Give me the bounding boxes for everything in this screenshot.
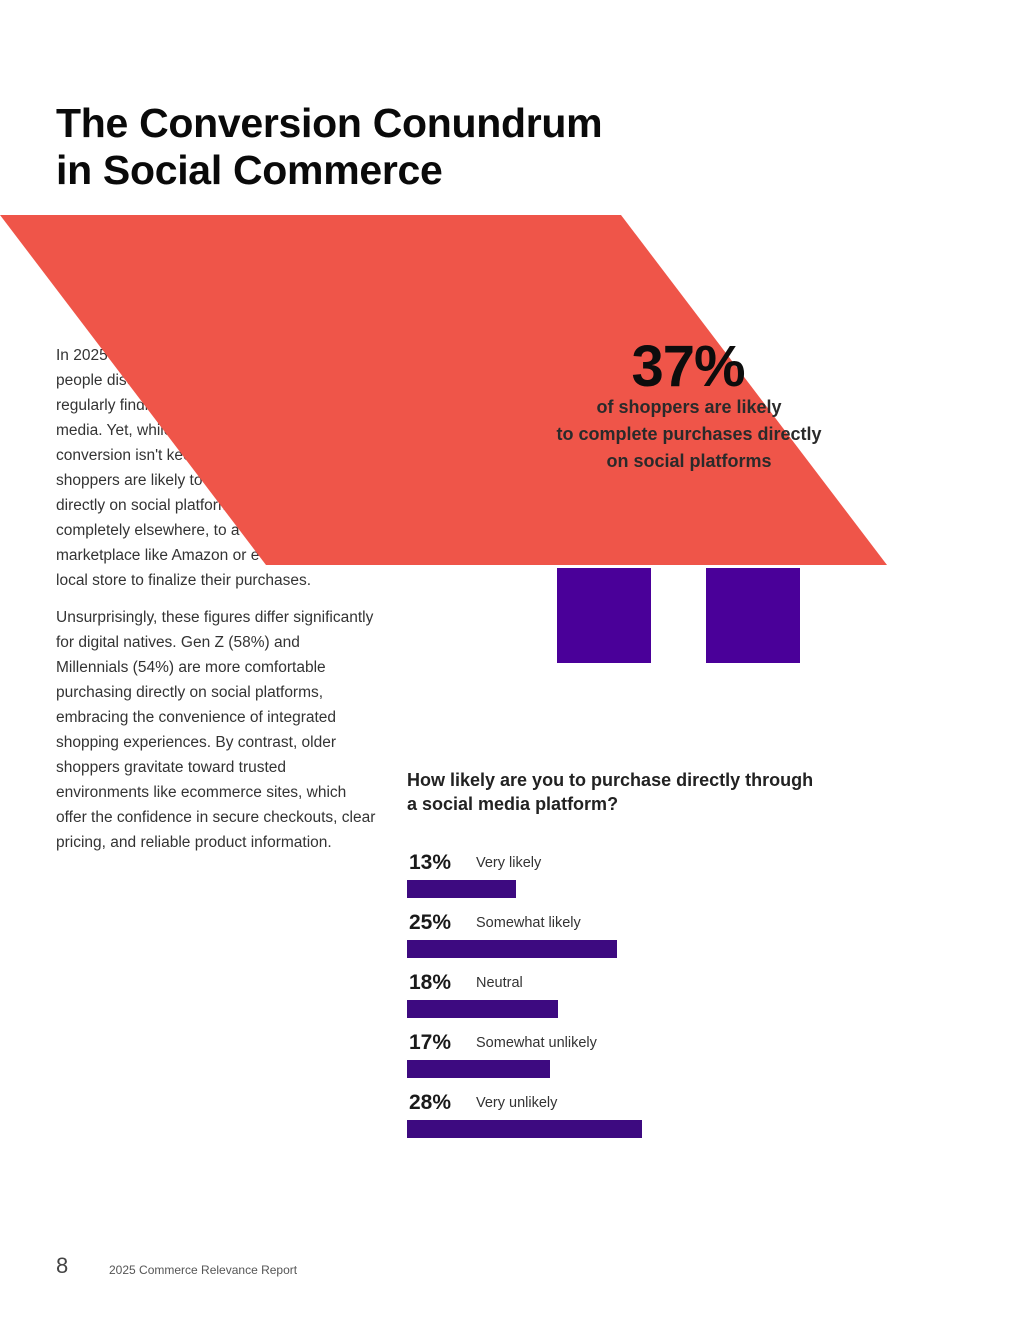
bar-row: 17% Somewhat unlikely <box>407 1029 807 1089</box>
banner-parallelogram <box>0 215 887 565</box>
bar-category-label: Somewhat likely <box>476 915 581 931</box>
decorative-block-left <box>557 568 651 663</box>
bar-value-label: 18% <box>409 971 452 994</box>
highlight-stat-caption: of shoppers are likely to complete purch… <box>530 394 848 475</box>
bar <box>407 880 516 898</box>
footer-report-title: 2025 Commerce Relevance Report <box>109 1263 298 1277</box>
bar-category-label: Somewhat unlikely <box>476 1035 597 1051</box>
bar <box>407 1060 550 1078</box>
title-line-1: The Conversion Conundrum <box>56 100 603 146</box>
bar-value-label: 28% <box>409 1091 452 1114</box>
bar-row: 18% Neutral <box>407 969 807 1029</box>
decorative-block-right <box>706 568 800 663</box>
bar <box>407 1120 642 1138</box>
bar-row: 28% Very unlikely <box>407 1089 807 1149</box>
highlight-caption-line-1: of shoppers are likely <box>596 397 782 417</box>
bar <box>407 1000 558 1018</box>
body-paragraph-2: Unsurprisingly, these figures differ sig… <box>56 609 376 851</box>
bar-value-label: 13% <box>409 851 452 874</box>
bar <box>407 940 617 958</box>
title-line-2: in Social Commerce <box>56 147 443 193</box>
highlight-stat-value: 37% <box>631 334 745 399</box>
bar-row: 25% Somewhat likely <box>407 909 807 969</box>
highlight-caption-line-2: to complete purchases directly <box>556 424 822 444</box>
page-title: The Conversion Conundrum in Social Comme… <box>56 100 603 194</box>
bar-row: 13% Very likely <box>407 849 807 909</box>
chart-title-line-1: How likely are you to purchase directly … <box>407 770 814 790</box>
chart-title-line-2: a social media platform? <box>407 794 619 814</box>
bar-value-label: 17% <box>409 1031 452 1054</box>
chart-title: How likely are you to purchase directly … <box>407 768 837 816</box>
banner-shape <box>0 215 887 565</box>
bar-category-label: Very unlikely <box>476 1095 558 1111</box>
bar-category-label: Neutral <box>476 975 523 991</box>
bar-category-label: Very likely <box>476 855 542 871</box>
highlight-caption-line-3: on social platforms <box>606 451 772 471</box>
bar-value-label: 25% <box>409 911 452 934</box>
page-number: 8 <box>56 1253 69 1278</box>
